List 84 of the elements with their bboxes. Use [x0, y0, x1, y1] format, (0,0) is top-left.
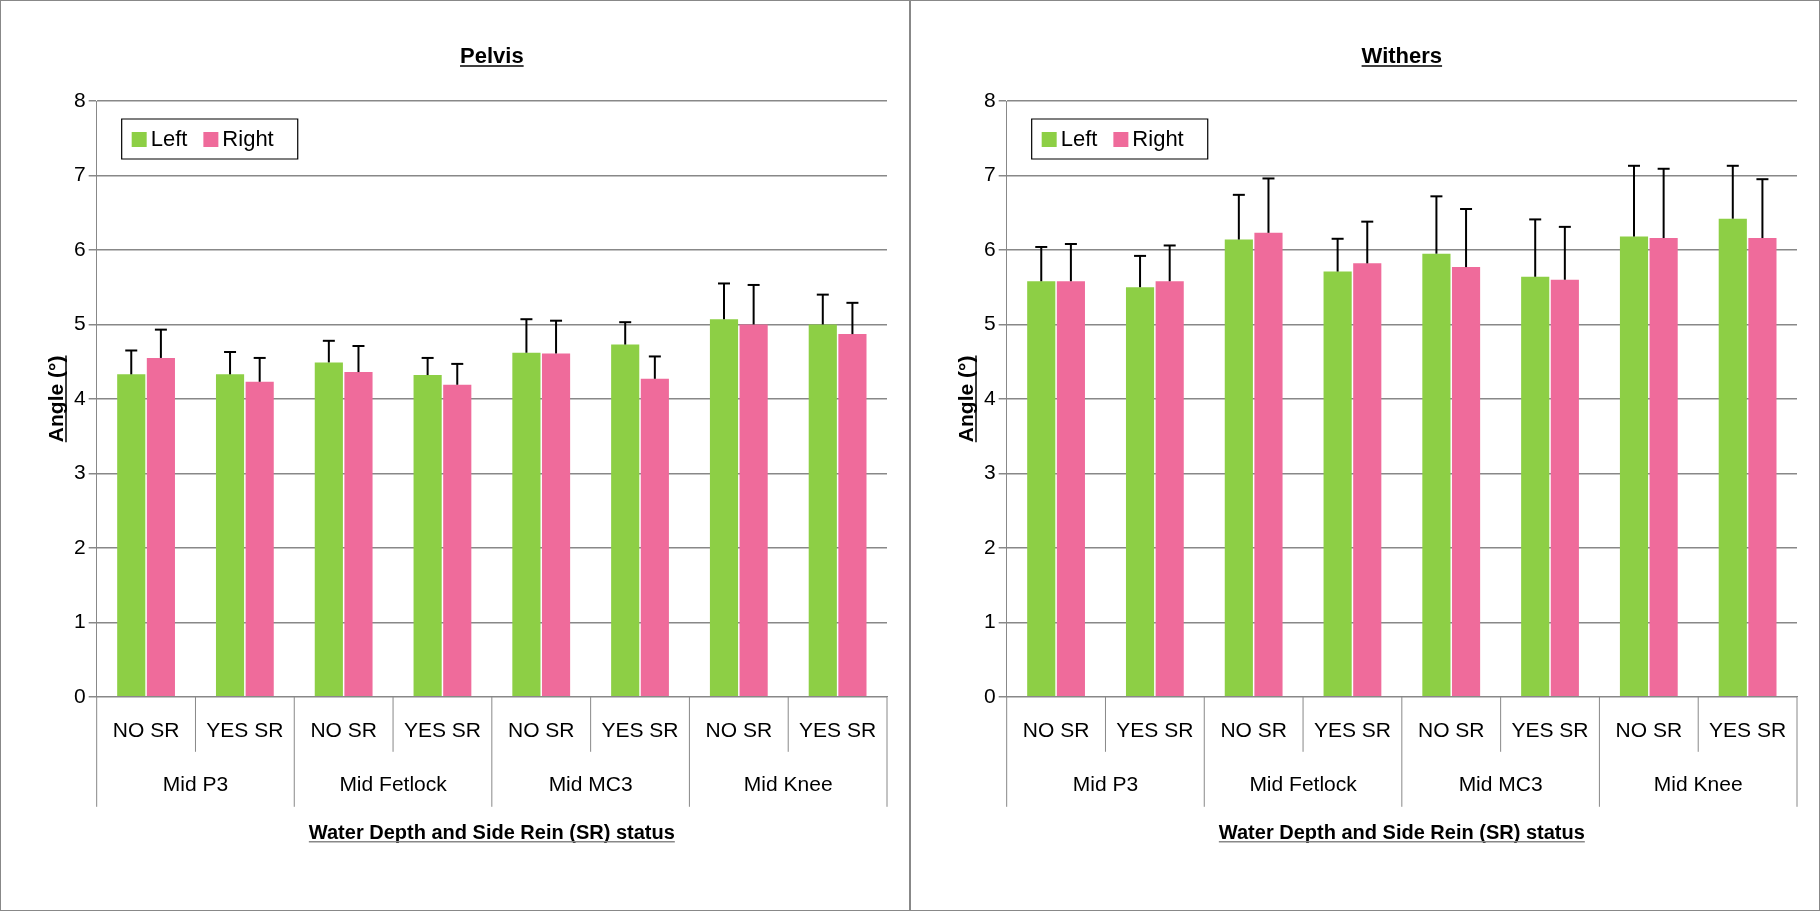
bar — [1748, 238, 1777, 697]
bar — [245, 381, 274, 697]
bar — [512, 352, 541, 697]
legend-label: Left — [1060, 126, 1098, 152]
y-tick-label: 3 — [983, 460, 996, 484]
x-tick-label: NO SR — [1220, 718, 1287, 742]
bar — [146, 357, 175, 697]
y-tick-label: 3 — [73, 460, 86, 484]
y-tick-label: 5 — [73, 311, 86, 335]
bar — [1353, 263, 1382, 697]
bar — [1155, 281, 1184, 697]
bar — [1550, 279, 1579, 697]
text: Mid Knee — [743, 771, 833, 795]
bar — [344, 372, 373, 697]
bar — [1422, 253, 1451, 697]
text: Mid Knee — [1653, 771, 1743, 795]
bar — [1056, 281, 1085, 697]
y-tick-label: 8 — [73, 87, 86, 111]
bar — [640, 378, 669, 697]
x-tick-label: NO SR — [507, 718, 575, 742]
bar — [1649, 238, 1678, 697]
x-tick-label: YES SR — [403, 718, 481, 742]
legend-label: Right — [1132, 126, 1184, 152]
y-tick-label: 4 — [73, 385, 86, 409]
y-tick-label: 6 — [73, 236, 86, 260]
x-tick-label: YES SR — [1511, 718, 1589, 742]
x-tick-label: NO SR — [1022, 718, 1090, 742]
x-tick-label: NO SR — [1417, 718, 1485, 742]
text: Mid Fetlock — [1249, 771, 1358, 795]
x-axis-title: Water Depth and Side Rein (SR) status — [308, 820, 675, 843]
y-tick-label: 7 — [983, 162, 996, 186]
bar — [541, 353, 571, 697]
y-tick-label: 0 — [983, 683, 996, 707]
y-tick-label: 7 — [73, 162, 86, 186]
bar — [1323, 271, 1352, 697]
y-axis-title: Angle (°) — [954, 355, 977, 443]
y-tick-label: 0 — [73, 683, 86, 707]
x-tick-label: NO SR — [705, 718, 773, 742]
x-tick-label: YES SR — [799, 718, 877, 742]
x-tick-label: NO SR — [112, 718, 180, 742]
bar — [1224, 239, 1253, 697]
text: Mid P3 — [1072, 771, 1139, 795]
x-tick-label: YES SR — [1116, 718, 1194, 742]
chart-title: Withers — [1361, 43, 1443, 68]
text: Mid MC3 — [548, 771, 633, 795]
bar — [314, 362, 343, 697]
y-tick-label: 1 — [983, 609, 996, 633]
legend-label: Left — [150, 126, 188, 152]
bar — [739, 324, 768, 697]
bar — [1027, 281, 1056, 697]
chart-title: Pelvis — [460, 43, 524, 68]
bar — [1521, 276, 1550, 697]
bar — [1619, 236, 1649, 697]
bar — [808, 324, 837, 697]
legend-label: Right — [222, 126, 274, 152]
x-tick-label: YES SR — [206, 718, 284, 742]
bar — [611, 344, 640, 697]
y-tick-label: 1 — [73, 609, 86, 633]
bar — [709, 319, 739, 697]
y-axis-title: Angle (°) — [44, 355, 67, 443]
x-tick-label: YES SR — [1313, 718, 1391, 742]
bar — [117, 374, 146, 697]
x-tick-label: NO SR — [1615, 718, 1683, 742]
bar — [1451, 267, 1481, 697]
x-tick-label: NO SR — [310, 718, 377, 742]
x-axis-title: Water Depth and Side Rein (SR) status — [1218, 820, 1585, 843]
bar — [1718, 218, 1747, 697]
y-tick-label: 8 — [983, 87, 996, 111]
x-tick-label: YES SR — [1709, 718, 1787, 742]
y-tick-label: 4 — [983, 385, 996, 409]
text: Mid Fetlock — [339, 771, 448, 795]
bar — [1254, 232, 1283, 697]
x-tick-label: YES SR — [601, 718, 679, 742]
bar — [413, 375, 442, 697]
text: Mid P3 — [162, 771, 229, 795]
text: Mid MC3 — [1458, 771, 1543, 795]
y-tick-label: 6 — [983, 236, 996, 260]
bar — [215, 374, 245, 697]
y-tick-label: 2 — [983, 534, 996, 558]
bar — [1125, 287, 1155, 697]
bar — [838, 334, 867, 697]
bar — [443, 384, 472, 697]
y-tick-label: 5 — [983, 311, 996, 335]
y-tick-label: 2 — [73, 534, 86, 558]
